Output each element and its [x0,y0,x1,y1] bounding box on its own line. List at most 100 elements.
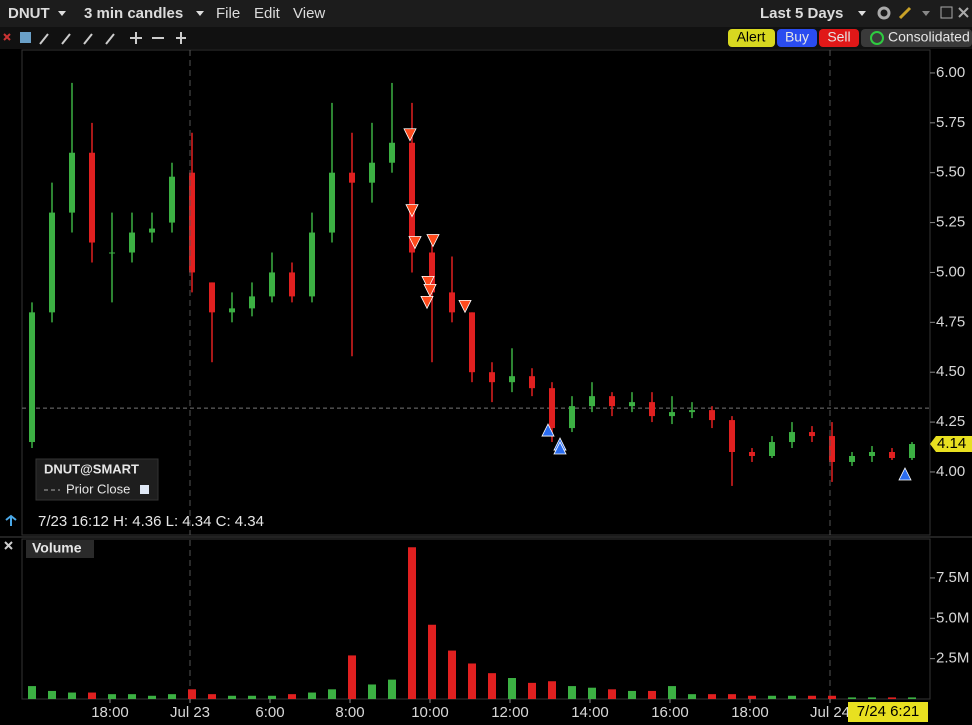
exchange-button[interactable] [861,29,972,47]
y-tick-label: 6.00 [936,64,965,81]
alert-button[interactable] [728,29,775,47]
candle-body [289,272,295,297]
candle-body [369,162,375,183]
volume-bar [908,697,916,699]
link-icon[interactable] [898,6,912,20]
dropdown-arrow[interactable] [58,11,66,16]
y-tick-label: 5.25 [936,214,965,231]
price-pane [21,49,931,536]
volume-bar [588,687,596,699]
candle-body [609,396,615,407]
info-line: 7/23 16:12 H: 4.36 L: 4.34 C: 4.34 [38,513,264,530]
close-icon[interactable] [958,7,969,18]
candle-body [669,412,675,417]
sell-marker [426,234,440,248]
volume-bar [708,694,716,699]
buy-button[interactable] [777,29,817,47]
menu-file[interactable]: File [216,5,240,22]
alert-label[interactable]: Alert [737,29,766,45]
dropdown-arrow[interactable] [858,11,866,16]
volume-bar [548,681,556,699]
x-tick-label: 10:00 [411,704,449,721]
buy-label[interactable]: Buy [785,29,809,45]
menu-view[interactable]: View [293,5,325,22]
candle-body [349,172,355,183]
volume-bar [568,686,576,699]
last-price-label: 4.14 [937,435,966,452]
volume-bar [828,695,836,699]
candle-body [649,402,655,417]
volume-bar [248,695,256,699]
sell-marker [423,283,437,298]
interval[interactable]: 3 min candles [84,5,183,22]
x-tick-label: Jul 23 [170,704,210,721]
x-tick-label: 18:00 [731,704,769,721]
volume-bar [428,624,436,699]
tool-icon[interactable] [39,32,186,45]
volume-bar [688,694,696,699]
volume-bar [808,695,816,699]
candle-body [449,292,455,313]
y-tick-label: 4.25 [936,413,965,430]
last-price-tag [930,436,972,453]
candle-body [869,452,875,456]
candle-body [709,410,715,421]
candle-body [469,312,475,373]
candle-body [169,176,175,223]
candle-body [769,442,775,456]
sell-marker [403,128,417,142]
volume-bar [608,689,616,699]
candle-body [569,406,575,429]
x-tick-label: 14:00 [571,704,609,721]
volume-bar [348,655,356,699]
close-pane-icon[interactable] [4,541,13,550]
volume-bar [128,694,136,699]
volume-bar [388,679,396,699]
volume-bar [668,686,676,699]
volume-bar [868,697,876,699]
candle-body [629,402,635,407]
legend [35,458,159,501]
x-tick-label: 6:00 [255,704,284,721]
candle-body [829,436,835,462]
candle-body [329,172,335,233]
close-icon[interactable] [3,33,11,41]
legend-checkbox[interactable] [140,485,149,494]
dropdown-arrow[interactable] [922,11,930,16]
volume-bar [848,697,856,699]
volume-bar [788,695,796,699]
y-tick-label: 5.75 [936,114,965,131]
sell-button[interactable] [819,29,859,47]
dropdown-arrow[interactable] [196,11,204,16]
sell-label[interactable]: Sell [827,29,850,45]
tool-icon[interactable] [20,32,31,43]
volume-bar [228,695,236,699]
x-tick-label: 12:00 [491,704,529,721]
maximize-icon[interactable] [940,6,953,19]
menu-edit[interactable]: Edit [254,5,281,22]
volume-bar [368,684,376,699]
volume-bar [728,694,736,699]
candle-body [109,252,115,254]
candle-body [589,396,595,407]
exchange-label[interactable]: Consolidated [888,29,970,45]
y-tick-label: 5.00 [936,263,965,280]
candle-body [149,228,155,233]
volume-bar [628,690,636,699]
volume-title-box [26,540,94,558]
candle-body [29,312,35,443]
volume-bar [468,663,476,699]
exchange-icon [870,31,884,45]
x-tick-label: Jul 24 [810,704,850,721]
settings-icon[interactable] [877,6,891,20]
candle-body [809,432,815,437]
volume-bar [208,694,216,699]
range[interactable]: Last 5 Days [760,5,843,22]
symbol[interactable]: DNUT [8,5,50,22]
volume-bar [48,690,56,699]
sell-marker [458,299,472,314]
candle-body [89,152,95,243]
sell-marker [420,295,434,310]
cursor-label: 7/24 6:21 [857,703,920,720]
